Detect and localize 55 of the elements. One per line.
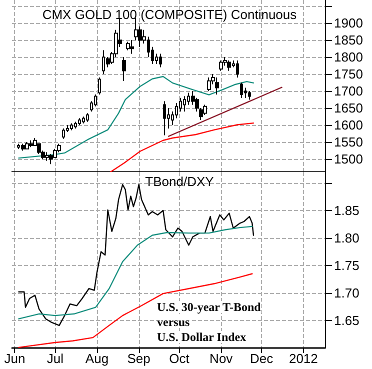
x-tick-label: Jul (46, 351, 64, 366)
candlestick (248, 90, 251, 100)
candlestick (70, 122, 73, 131)
candlestick (227, 60, 231, 72)
y-tick-label: 1550 (334, 134, 363, 150)
y-tick-label: 1750 (334, 66, 363, 82)
annotation: versus (157, 315, 190, 329)
chart-title: TBond/DXY (145, 174, 214, 189)
candlestick (98, 77, 101, 95)
candlestick (130, 40, 134, 54)
x-tick-label: Oct (169, 351, 190, 366)
candlestick (86, 112, 89, 122)
y-tick-label: 1650 (334, 100, 363, 116)
x-tick-label: Dec (250, 351, 274, 366)
candlestick (163, 100, 166, 136)
y-tick-label: 1800 (334, 50, 363, 65)
candlestick (62, 128, 65, 140)
candlestick (240, 82, 243, 98)
y-tick-label: 1500 (334, 152, 363, 167)
line-series (18, 76, 254, 159)
candlestick (21, 143, 25, 152)
y-tick-label: 1.85 (334, 203, 360, 218)
y-tick-label: 1.80 (334, 230, 360, 246)
candlestick (122, 56, 126, 82)
candlestick (236, 60, 239, 78)
candlestick (49, 153, 53, 165)
candlestick (74, 121, 77, 129)
candlestick (219, 60, 223, 72)
candlestick (25, 142, 29, 150)
candlestick (159, 53, 162, 68)
candlestick (126, 41, 130, 51)
y-tick-label: 1850 (334, 32, 363, 48)
text: CMX GOLD 100 (COMPOSITE) Continuous (42, 7, 298, 22)
line-series (110, 122, 254, 172)
x-tick-label: 2012 (288, 351, 318, 366)
x-tick-label: Nov (210, 351, 234, 366)
y-tick-label: 1900 (334, 16, 363, 31)
candlestick (223, 56, 227, 66)
candlestick (78, 118, 81, 126)
annotation: U.S. Dollar Index (157, 330, 246, 344)
candlestick (207, 77, 211, 92)
x-tick-label: Aug (85, 351, 109, 366)
candlestick (82, 116, 85, 124)
candlestick (215, 77, 219, 95)
y-tick-label: 1600 (334, 118, 363, 133)
x-tick-label: Jun (4, 351, 26, 366)
candlestick (183, 96, 186, 112)
x-tick-label: Sep (127, 351, 150, 366)
y-tick-label: 1.65 (334, 313, 360, 328)
y-tick-label: 1700 (334, 84, 363, 99)
y-tick-label: 1.70 (334, 286, 360, 300)
candlestick (29, 140, 33, 148)
annotation: U.S. 30-year T-Bond (157, 300, 262, 314)
y-tick-label: 1.75 (334, 258, 360, 273)
candlestick (45, 152, 49, 162)
